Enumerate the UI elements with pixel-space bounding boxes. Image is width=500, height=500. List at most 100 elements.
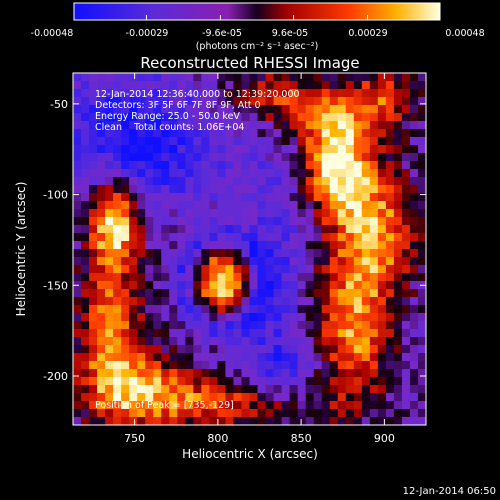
heatmap-cell [185,361,194,370]
heatmap-cell [201,89,210,98]
heatmap-cell [121,369,130,378]
heatmap-cell [105,289,114,298]
heatmap-cell [241,145,251,154]
heatmap-cell [345,145,355,154]
heatmap-cell [137,265,146,274]
heatmap-cell [409,249,419,258]
heatmap-cell [417,337,426,346]
heatmap-cell [417,409,426,418]
heatmap-cell [121,265,130,274]
heatmap-cell [393,273,403,282]
heatmap-cell [289,329,299,338]
heatmap-cell [297,345,307,354]
heatmap-cell [401,177,411,186]
heatmap-cell [337,225,347,234]
heatmap-cell [161,281,170,290]
heatmap-cell [329,409,339,418]
heatmap-cell [337,393,347,402]
heatmap-cell [81,121,90,130]
heatmap-cell [233,265,243,274]
heatmap-cell [209,385,219,394]
heatmap-cell [97,169,106,178]
heatmap-cell [113,409,122,418]
heatmap-cell [113,273,122,282]
heatmap-cell [73,249,82,258]
heatmap-cell [97,241,106,250]
heatmap-cell [185,209,194,218]
heatmap-cell [129,225,138,234]
heatmap-cell [153,321,162,330]
heatmap-cell [377,369,387,378]
heatmap-cell [281,361,291,370]
heatmap-cell [209,89,219,98]
heatmap-cell [105,105,114,114]
heatmap-cell [257,193,267,202]
heatmap-cell [153,313,162,322]
heatmap-cell [337,73,347,82]
heatmap-cell [409,233,419,242]
heatmap-cell [313,409,323,418]
heatmap-cell [145,297,154,306]
heatmap-cell [257,153,267,162]
heatmap-cell [417,161,426,170]
heatmap-cell [73,193,82,202]
heatmap-cell [361,185,371,194]
heatmap-cell [129,233,138,242]
heatmap-cell [265,321,275,330]
heatmap-cell [369,401,379,410]
heatmap-cell [225,417,235,425]
heatmap-cell [201,393,210,402]
heatmap-cell [129,97,138,106]
heatmap-cell [257,145,267,154]
heatmap-cell [377,169,387,178]
heatmap-cell [369,265,379,274]
heatmap-cell [393,281,403,290]
heatmap-cell [241,137,251,146]
heatmap-cell [345,169,355,178]
heatmap-cell [401,353,411,362]
heatmap-cell [313,321,323,330]
heatmap-cell [233,153,243,162]
heatmap-cell [145,377,154,386]
heatmap-cell [113,289,122,298]
heatmap-cell [153,233,162,242]
heatmap-cell [361,81,371,90]
heatmap-cell [113,177,122,186]
heatmap-cell [353,257,363,266]
heatmap-cell [401,273,411,282]
heatmap-cell [393,313,403,322]
heatmap-cell [177,345,186,354]
heatmap-cell [385,353,395,362]
heatmap-cell [353,193,363,202]
heatmap-cell [73,89,82,98]
heatmap-cell [73,377,82,386]
heatmap-cell [361,329,371,338]
heatmap-cell [137,241,146,250]
heatmap-cell [113,201,122,210]
heatmap-cell [361,305,371,314]
heatmap-cell [169,185,178,194]
heatmap-cell [177,241,186,250]
heatmap-cell [89,89,98,98]
heatmap-cell [249,193,259,202]
heatmap-cell [193,281,202,290]
heatmap-cell [241,409,251,418]
heatmap-cell [289,129,299,138]
heatmap-cell [241,113,251,122]
heatmap-cell [89,209,98,218]
heatmap-cell [329,97,339,106]
heatmap-cell [177,401,186,410]
heatmap-cell [289,361,299,370]
heatmap-cell [281,169,291,178]
heatmap-cell [281,257,291,266]
heatmap-cell [273,313,283,322]
heatmap-cell [273,345,283,354]
heatmap-cell [337,169,347,178]
heatmap-cell [89,185,98,194]
heatmap-cell [89,201,98,210]
heatmap-cell [377,337,387,346]
heatmap-cell [329,353,339,362]
heatmap-cell [377,409,387,418]
heatmap-cell [169,417,178,425]
heatmap-cell [385,97,395,106]
